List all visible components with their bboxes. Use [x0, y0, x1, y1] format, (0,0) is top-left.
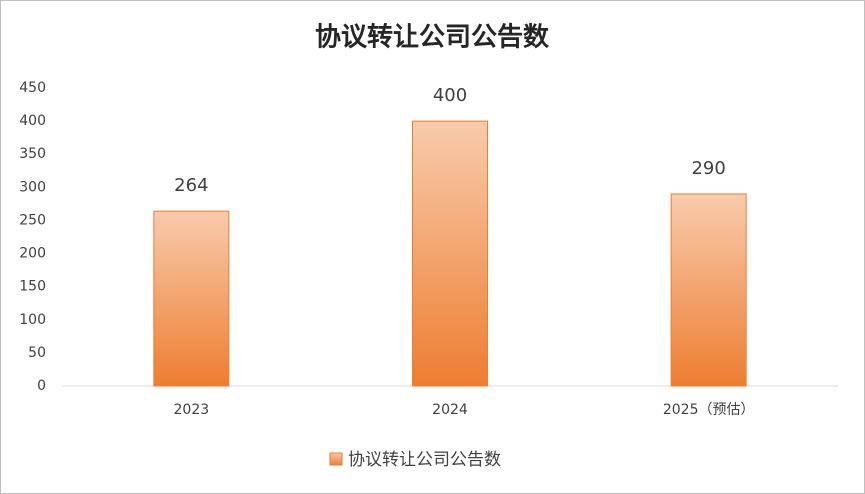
x-tick-label: 2023 — [174, 402, 210, 418]
y-tick-label: 200 — [19, 246, 46, 262]
x-tick-label: 2024 — [432, 402, 468, 418]
data-label: 264 — [174, 175, 208, 196]
y-tick-label: 100 — [19, 312, 46, 328]
y-tick-label: 450 — [19, 80, 46, 96]
chart-title: 协议转让公司公告数 — [315, 23, 550, 53]
x-tick-label: 2025（预估） — [663, 402, 755, 418]
y-tick-label: 50 — [28, 345, 46, 361]
data-label: 290 — [691, 158, 725, 179]
bar — [153, 210, 230, 387]
y-tick-label: 300 — [19, 179, 46, 195]
y-tick-label: 350 — [19, 146, 46, 162]
bar — [670, 193, 747, 387]
data-label: 400 — [433, 85, 467, 106]
y-tick-label: 0 — [37, 378, 46, 394]
y-tick-label: 400 — [19, 113, 46, 129]
legend-label: 协议转让公司公告数 — [348, 450, 501, 470]
bar — [412, 120, 488, 387]
y-tick-label: 150 — [19, 279, 46, 295]
legend-swatch — [329, 452, 343, 466]
y-tick-label: 250 — [19, 212, 46, 228]
